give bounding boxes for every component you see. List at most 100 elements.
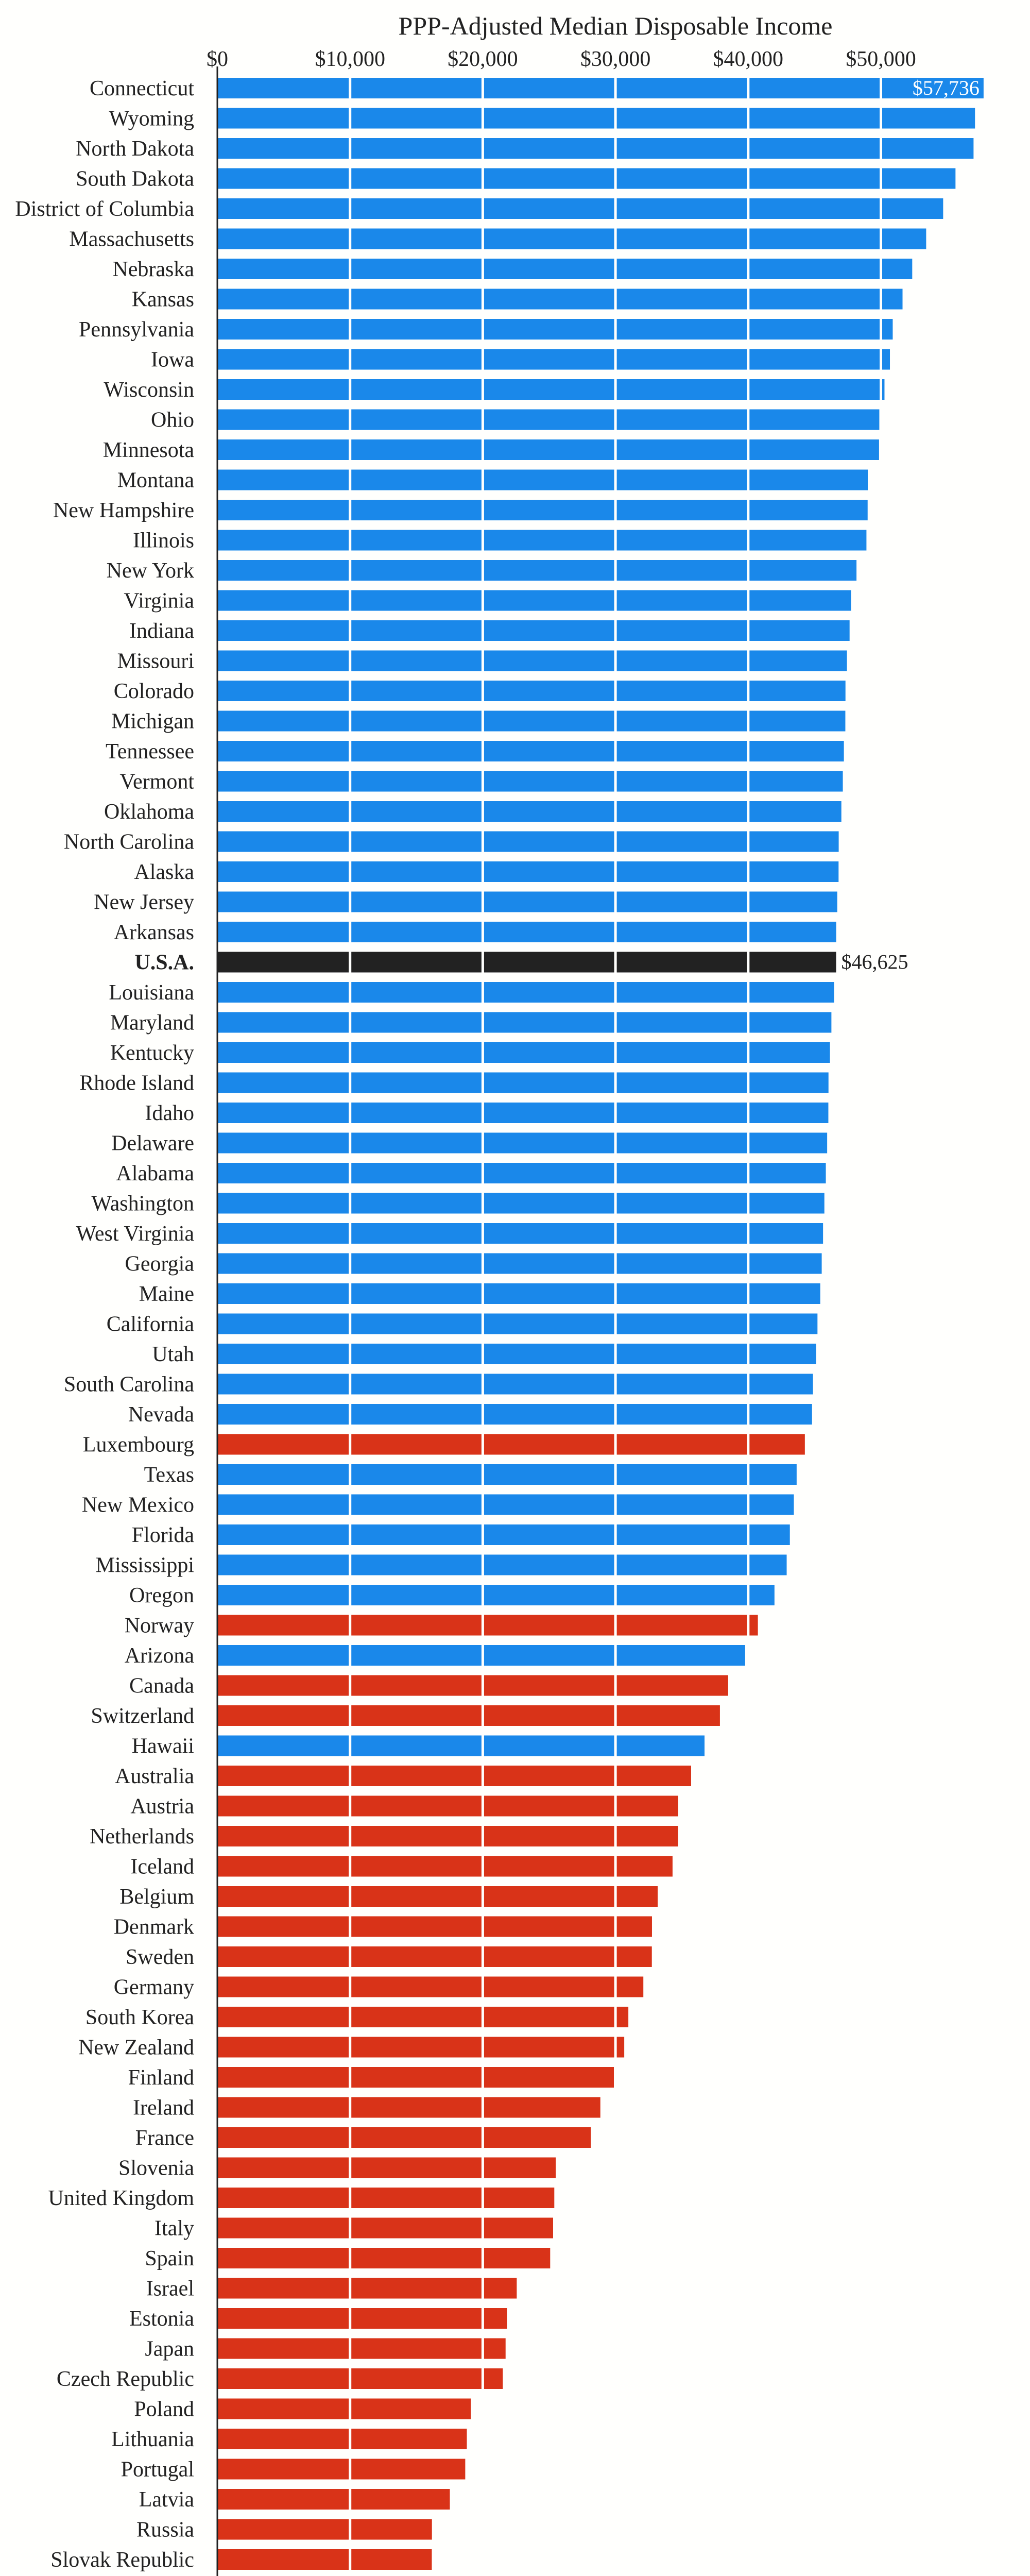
x-axis-ticks: $0 $10,000 $20,000 $30,000 $40,000 $50,000: [207, 47, 916, 71]
category-label: South Dakota: [76, 167, 194, 191]
value-label: $46,625: [842, 951, 908, 974]
bar-ohio: [218, 409, 880, 430]
x-tick-label: $50,000: [846, 47, 916, 71]
category-label: Georgia: [125, 1252, 194, 1276]
bar-united-kingdom: [218, 2188, 555, 2208]
category-label: North Carolina: [64, 831, 194, 854]
category-label: Kentucky: [110, 1041, 194, 1065]
category-label: Wisconsin: [104, 378, 194, 402]
category-label: Australia: [115, 1765, 194, 1788]
bar-russia: [218, 2519, 432, 2540]
bar-israel: [218, 2278, 517, 2299]
bar-kansas: [218, 289, 903, 310]
bar-georgia: [218, 1253, 822, 1274]
bar-minnesota: [218, 439, 879, 460]
bar-austria: [218, 1795, 678, 1817]
bar-latvia: [218, 2489, 450, 2510]
category-label: Nevada: [128, 1403, 195, 1427]
bar-luxembourg: [218, 1434, 805, 1455]
bar-ireland: [218, 2097, 600, 2118]
bar-norway: [218, 1615, 758, 1636]
category-label: Estonia: [129, 2307, 194, 2331]
category-label: Spain: [145, 2247, 194, 2270]
category-label: Poland: [134, 2398, 194, 2421]
category-label: Arkansas: [114, 921, 194, 944]
x-tick-label: $10,000: [315, 47, 385, 71]
bar-hawaii: [218, 1735, 705, 1756]
bar-iceland: [218, 1856, 673, 1877]
bar-new-mexico: [218, 1494, 794, 1515]
category-label: Indiana: [129, 619, 194, 643]
bar-south-korea: [218, 2007, 629, 2027]
bar-alabama: [218, 1163, 826, 1183]
category-label: Washington: [91, 1192, 194, 1216]
category-label: Netherlands: [90, 1825, 194, 1849]
category-label: Latvia: [139, 2488, 195, 2512]
bar-north-dakota: [218, 138, 974, 159]
bar-sweden: [218, 1946, 652, 1967]
bar-belgium: [218, 1886, 658, 1907]
bar-district-of-columbia: [218, 198, 943, 219]
bar-japan: [218, 2338, 506, 2359]
category-label: Michigan: [111, 710, 194, 734]
category-label: Oklahoma: [104, 800, 194, 824]
category-label: Tennessee: [106, 740, 194, 764]
category-label: Montana: [117, 469, 195, 493]
category-label: Kansas: [132, 288, 194, 312]
category-label: Canada: [129, 1674, 194, 1698]
bar-delaware: [218, 1132, 828, 1154]
category-label: West Virginia: [76, 1222, 195, 1246]
category-label: Rhode Island: [79, 1072, 194, 1095]
bar-slovenia: [218, 2157, 556, 2178]
bar-rhode-island: [218, 1072, 829, 1093]
bar-u-s-a: [218, 952, 836, 973]
category-label: Utah: [152, 1343, 194, 1366]
bars: [218, 78, 984, 2570]
bar-spain: [218, 2248, 551, 2268]
category-label: Virginia: [124, 589, 194, 613]
bar-new-york: [218, 560, 857, 581]
value-label: $57,736: [913, 76, 980, 99]
category-label: Belgium: [119, 1885, 194, 1909]
bar-kentucky: [218, 1042, 830, 1063]
category-label: Vermont: [119, 770, 194, 794]
category-label: Mississippi: [96, 1554, 194, 1578]
x-tick-label: $30,000: [580, 47, 651, 71]
bar-california: [218, 1313, 818, 1334]
bar-alaska: [218, 861, 839, 882]
category-label: Germany: [114, 1976, 194, 1999]
bar-estonia: [218, 2308, 507, 2329]
category-label: District of Columbia: [15, 197, 194, 221]
bar-washington: [218, 1193, 825, 1214]
category-label: Delaware: [111, 1132, 194, 1156]
category-label: Alaska: [134, 860, 194, 884]
category-label: Italy: [154, 2217, 194, 2241]
category-label: Arizona: [125, 1644, 195, 1668]
category-label: Ohio: [151, 409, 194, 432]
category-label: Texas: [144, 1463, 194, 1487]
bar-indiana: [218, 620, 850, 641]
category-label: New Mexico: [82, 1494, 194, 1517]
bar-texas: [218, 1464, 797, 1485]
category-label: Portugal: [121, 2458, 194, 2482]
bar-colorado: [218, 681, 846, 701]
bar-nevada: [218, 1404, 812, 1425]
category-label: Connecticut: [90, 77, 194, 100]
category-label: Norway: [125, 1614, 194, 1638]
bar-pennsylvania: [218, 319, 893, 340]
category-label: Oregon: [129, 1584, 194, 1607]
category-label: U.S.A.: [134, 951, 194, 975]
bar-arkansas: [218, 922, 836, 942]
bar-wyoming: [218, 108, 975, 129]
bar-missouri: [218, 650, 847, 671]
category-label: New Hampshire: [53, 499, 194, 522]
bar-france: [218, 2127, 591, 2148]
category-label: Wyoming: [109, 107, 194, 131]
bar-germany: [218, 1976, 644, 1997]
bar-finland: [218, 2067, 614, 2088]
category-label: Colorado: [114, 680, 194, 703]
bar-poland: [218, 2398, 471, 2419]
category-label: Israel: [146, 2277, 194, 2301]
bar-virginia: [218, 590, 851, 611]
x-tick-label: $20,000: [448, 47, 518, 71]
